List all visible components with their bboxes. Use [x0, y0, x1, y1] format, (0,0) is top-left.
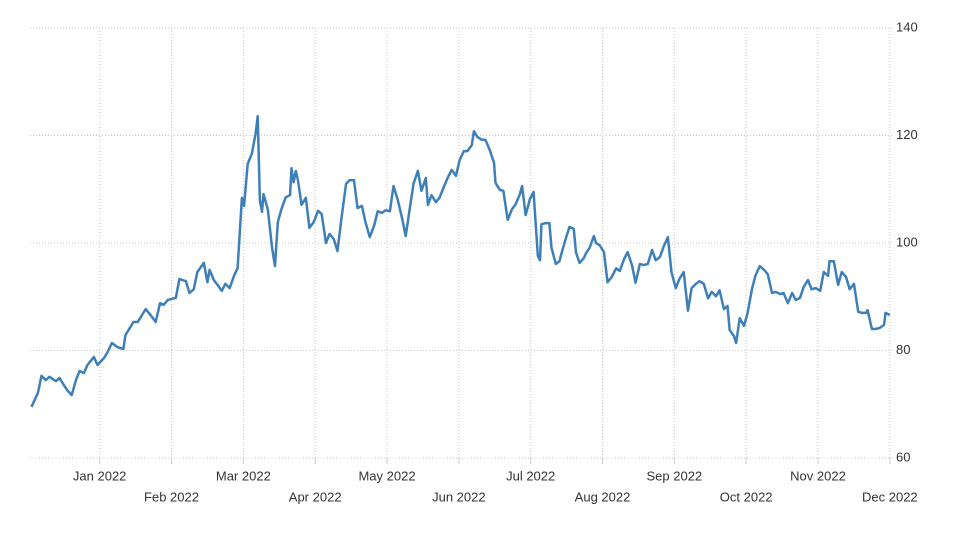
- x-tick-label: Feb 2022: [144, 489, 199, 504]
- y-tick-label: 80: [896, 342, 910, 357]
- x-tick-label: Oct 2022: [720, 489, 773, 504]
- y-tick-label: 140: [896, 19, 918, 34]
- y-tick-label: 120: [896, 127, 918, 142]
- x-tick-label: May 2022: [358, 468, 415, 483]
- x-tick-label: Apr 2022: [289, 489, 342, 504]
- x-tick-label: Aug 2022: [575, 489, 631, 504]
- x-tick-label: Jun 2022: [432, 489, 486, 504]
- x-tick-label: Mar 2022: [216, 468, 271, 483]
- y-tick-label: 60: [896, 449, 910, 464]
- x-tick-label: Jul 2022: [506, 468, 555, 483]
- y-tick-label: 100: [896, 234, 918, 249]
- x-tick-label: Jan 2022: [73, 468, 127, 483]
- x-tick-label: Sep 2022: [647, 468, 703, 483]
- price-line: [30, 114, 891, 408]
- x-tick-label: Nov 2022: [790, 468, 846, 483]
- x-tick-label: Dec 2022: [862, 489, 918, 504]
